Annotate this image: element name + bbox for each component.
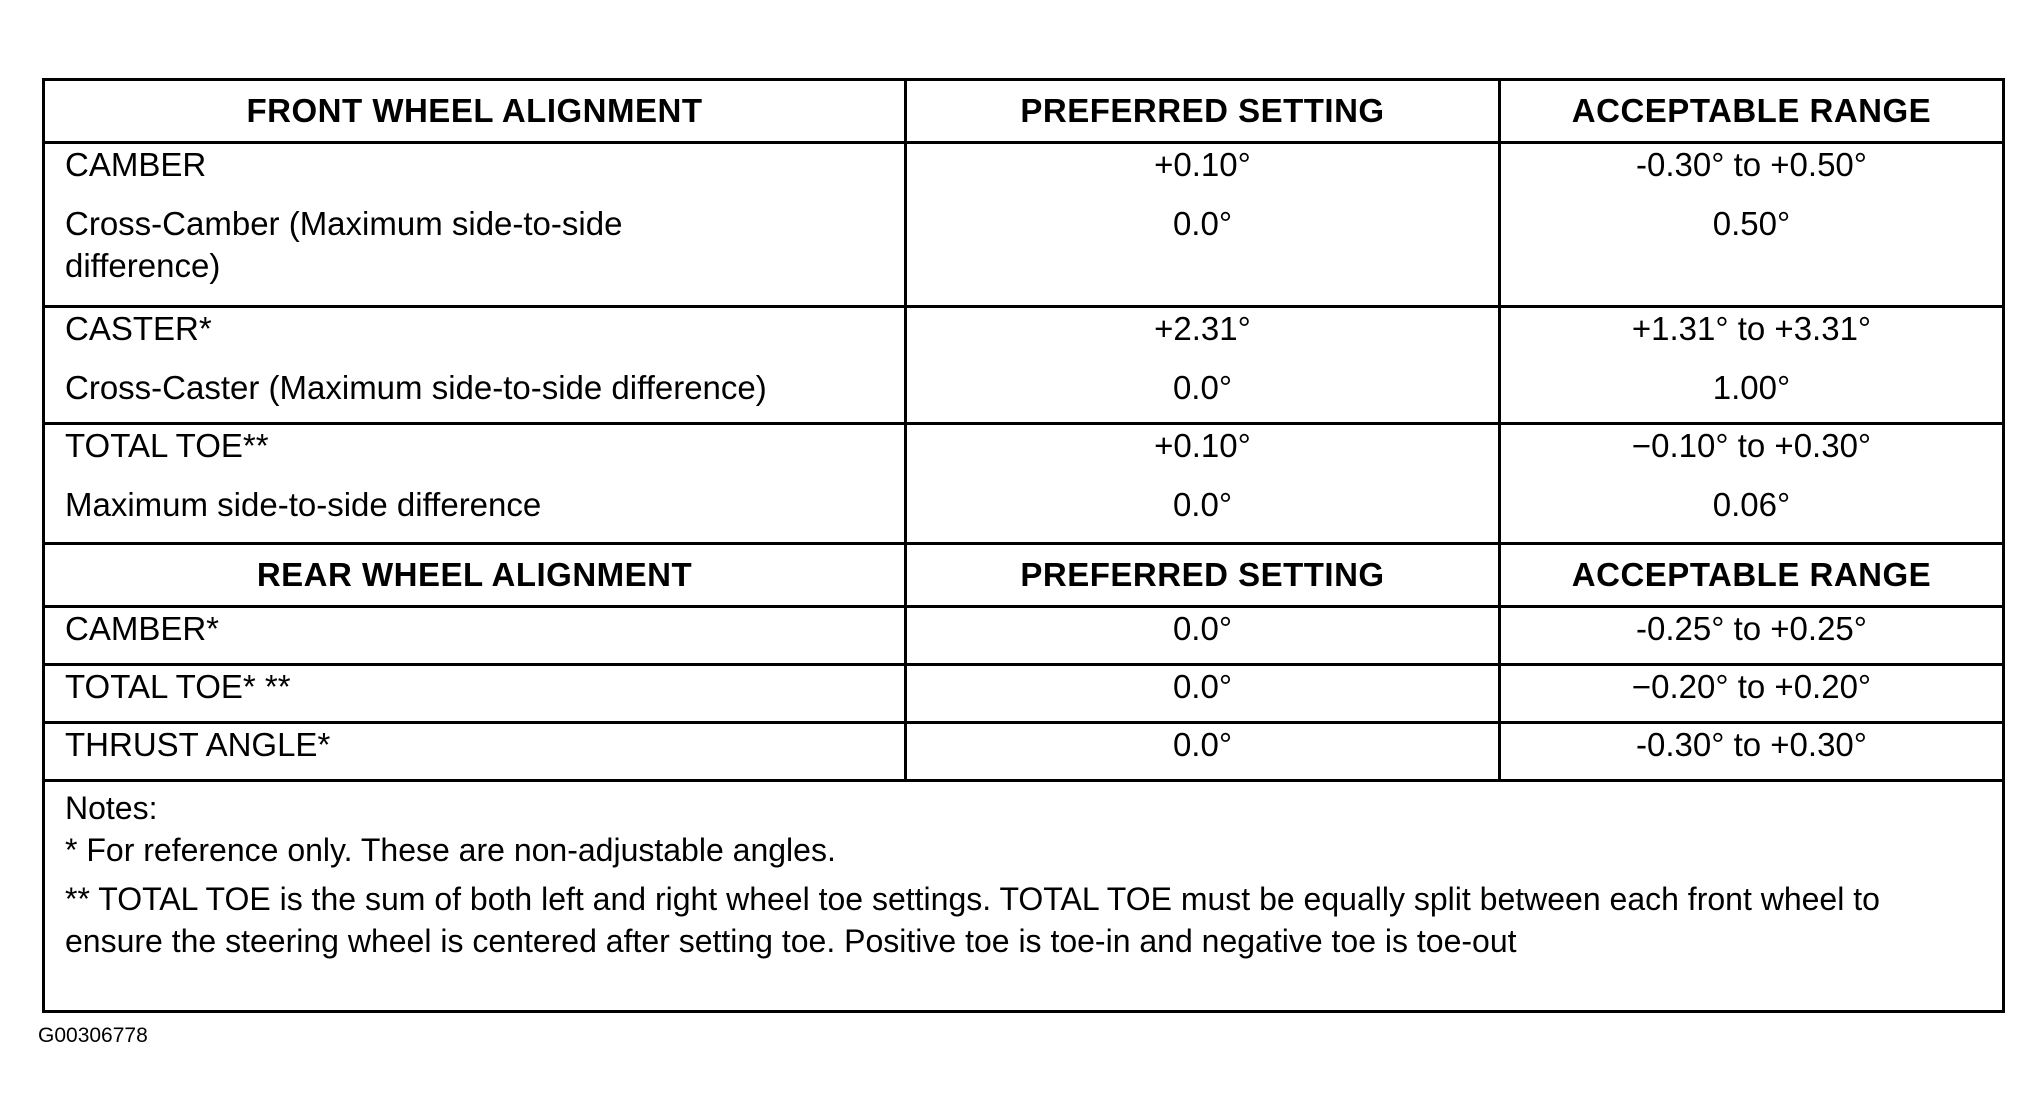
spec-label: TOTAL TOE* **: [42, 663, 907, 723]
notes-title: Notes:: [65, 790, 158, 826]
table-row: TOTAL TOE** Maximum side-to-side differen…: [42, 422, 2005, 544]
preferred-value: +2.31° 0.0°: [904, 305, 1501, 424]
preferred-value: 0.0°: [904, 605, 1501, 665]
spec-label: CAMBER*: [42, 605, 907, 665]
spec-label: THRUST ANGLE*: [42, 721, 907, 781]
preferred-value: 0.0°: [904, 663, 1501, 723]
note-item: ** TOTAL TOE is the sum of both left and…: [65, 881, 1880, 959]
table-row: CASTER* Cross-Caster (Maximum side-to-sid…: [42, 305, 2005, 424]
rear-header-row: REAR WHEEL ALIGNMENT PREFERRED SETTING A…: [42, 542, 2005, 608]
front-header-range: ACCEPTABLE RANGE: [1498, 78, 2005, 144]
table-row: TOTAL TOE* ** 0.0° −0.20° to +0.20°: [42, 663, 2005, 723]
range-value: −0.20° to +0.20°: [1498, 663, 2005, 723]
range-value: -0.25° to +0.25°: [1498, 605, 2005, 665]
table-row: CAMBER Cross-Camber (Maximum side-to-side…: [42, 141, 2005, 307]
notes-cell: Notes: * For reference only. These are n…: [42, 779, 2005, 1012]
preferred-value: 0.0°: [904, 721, 1501, 781]
range-value: +1.31° to +3.31° 1.00°: [1498, 305, 2005, 424]
spec-label: CAMBER Cross-Camber (Maximum side-to-side…: [42, 141, 907, 307]
rear-header-range: ACCEPTABLE RANGE: [1498, 542, 2005, 608]
preferred-value: +0.10° 0.0°: [904, 422, 1501, 544]
preferred-value: +0.10° 0.0°: [904, 141, 1501, 307]
front-header-preferred: PREFERRED SETTING: [904, 78, 1501, 144]
front-header-row: FRONT WHEEL ALIGNMENT PREFERRED SETTING …: [42, 78, 2005, 144]
front-header-label: FRONT WHEEL ALIGNMENT: [42, 78, 907, 144]
spec-label: TOTAL TOE** Maximum side-to-side differen…: [42, 422, 907, 544]
range-value: -0.30° to +0.30°: [1498, 721, 2005, 781]
table-row: CAMBER* 0.0° -0.25° to +0.25°: [42, 605, 2005, 665]
rear-header-preferred: PREFERRED SETTING: [904, 542, 1501, 608]
range-value: -0.30° to +0.50° 0.50°: [1498, 141, 2005, 307]
table-row: THRUST ANGLE* 0.0° -0.30° to +0.30°: [42, 721, 2005, 781]
rear-header-label: REAR WHEEL ALIGNMENT: [42, 542, 907, 608]
figure-id: G00306778: [38, 1024, 148, 1047]
notes-row: Notes: * For reference only. These are n…: [42, 779, 2005, 1012]
wheel-alignment-spec-table: FRONT WHEEL ALIGNMENT PREFERRED SETTING …: [42, 78, 2005, 1013]
spec-label: CASTER* Cross-Caster (Maximum side-to-sid…: [42, 305, 907, 424]
range-value: −0.10° to +0.30° 0.06°: [1498, 422, 2005, 544]
note-item: * For reference only. These are non-adju…: [65, 831, 836, 868]
